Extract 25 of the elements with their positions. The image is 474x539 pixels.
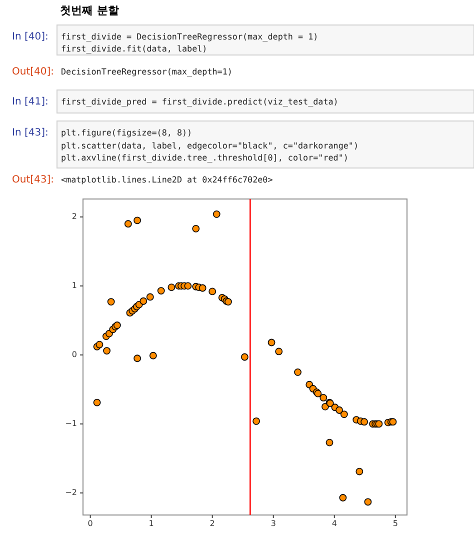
text: In [40]: — [12, 32, 48, 43]
x-tick-label: 4 — [332, 519, 337, 528]
x-tick-label: 5 — [392, 519, 398, 528]
text: first_divide = DecisionTreeRegressor(max_depth = 1) — [61, 31, 318, 42]
y-tick-label: −2 — [65, 488, 77, 498]
text: plt.scatter(data, label, edgecolor="black", c="darkorange") — [61, 140, 358, 150]
text: plt.figure(figsize=(8, 8)) — [61, 127, 192, 138]
text: plt.axvline(first_divide.tree_.threshold[0], color="red") — [61, 152, 348, 162]
text: 첫번째 분할 — [60, 4, 119, 18]
y-tick-label: 1 — [72, 281, 77, 290]
y-tick-label: −1 — [65, 419, 77, 428]
y-tick-label: 0 — [72, 350, 77, 360]
text: first_divide.fit(data, label) — [61, 43, 208, 54]
text: DecisionTreeRegressor(max_depth=1) — [61, 66, 232, 76]
x-tick-label: 0 — [88, 519, 93, 528]
y-tick-label: 2 — [72, 212, 77, 222]
x-tick-label: 3 — [270, 519, 276, 528]
x-tick-label: 1 — [148, 519, 154, 528]
text: Out[40]: — [12, 66, 54, 78]
text: <matplotlib.lines.Line2D at 0x24ff6c702e0> — [61, 174, 273, 184]
text: first_divide_pred = first_divide.predict(viz_test_data) — [61, 96, 338, 106]
text: Out[43]: — [12, 174, 54, 186]
text: In [43]: — [12, 128, 48, 139]
text: In [41]: — [12, 96, 48, 108]
x-tick-label: 2 — [210, 519, 215, 528]
